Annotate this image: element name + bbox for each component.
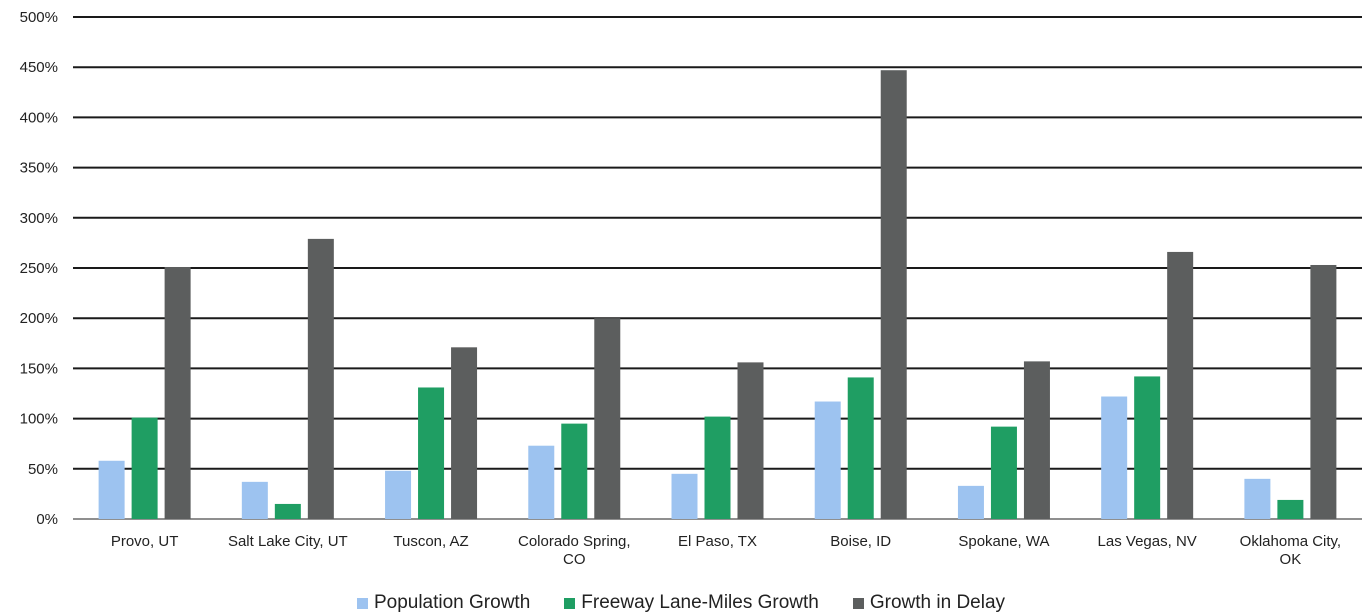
legend-label-population-growth: Population Growth	[373, 592, 531, 613]
bar-freeway-lane-miles-growth	[131, 417, 158, 519]
bar-population-growth	[528, 445, 555, 519]
bar-freeway-lane-miles-growth	[561, 423, 588, 519]
bar-population-growth	[814, 401, 841, 519]
y-tick-label: 50%	[28, 461, 58, 478]
x-category-label: El Paso, TX	[678, 533, 757, 550]
x-category-label: Oklahoma City, OK	[1240, 533, 1341, 568]
bar-freeway-lane-miles-growth	[1134, 376, 1161, 519]
bar-growth-in-delay	[307, 238, 334, 519]
bar-population-growth	[1244, 478, 1271, 519]
y-tick-label: 200%	[20, 310, 58, 327]
bar-growth-in-delay	[451, 347, 478, 519]
bar-growth-in-delay	[737, 362, 764, 519]
bar-population-growth	[241, 481, 268, 519]
y-tick-label: 150%	[20, 360, 58, 377]
bar-growth-in-delay	[594, 318, 621, 519]
x-category-label: Tuscon, AZ	[393, 533, 468, 550]
x-category-label: Spokane, WA	[958, 533, 1049, 550]
bar-freeway-lane-miles-growth	[274, 503, 301, 519]
bar-freeway-lane-miles-growth	[847, 377, 874, 519]
legend-swatch-freeway-lane-miles-growth	[564, 597, 576, 609]
legend-item-freeway-lane-miles-growth: Freeway Lane-Miles Growth	[564, 592, 819, 614]
bar-growth-in-delay	[164, 266, 191, 519]
bar-freeway-lane-miles-growth	[1277, 499, 1304, 519]
bar-population-growth	[671, 473, 698, 519]
bar-freeway-lane-miles-growth	[704, 416, 731, 519]
legend-item-growth-in-delay: Growth in Delay	[852, 592, 1006, 614]
y-tick-label: 100%	[20, 411, 58, 428]
bar-freeway-lane-miles-growth	[990, 426, 1017, 519]
bar-population-growth	[98, 460, 125, 519]
bars	[98, 70, 1337, 519]
y-tick-label: 500%	[20, 9, 58, 26]
bar-chart: 0% 50% 100% 150% 200% 250% 300% 350% 400% 450% 500…	[20, 9, 1362, 568]
legend-swatch-growth-in-delay	[852, 597, 864, 609]
bar-population-growth	[385, 470, 412, 519]
y-tick-label: 350%	[20, 160, 58, 177]
y-tick-label: 250%	[20, 260, 58, 277]
y-tick-label: 300%	[20, 210, 58, 227]
legend-label-growth-in-delay: Growth in Delay	[869, 592, 1006, 613]
x-category-label: Boise, ID	[830, 533, 891, 550]
bar-growth-in-delay	[1310, 264, 1337, 519]
x-category-label: Colorado Spring, CO	[518, 533, 631, 568]
bar-population-growth	[1101, 396, 1128, 519]
y-tick-label: 0%	[36, 511, 58, 528]
x-category-label: Provo, UT	[111, 533, 179, 550]
x-category-label: Salt Lake City, UT	[228, 533, 348, 550]
bar-freeway-lane-miles-growth	[418, 387, 445, 519]
x-axis-category-labels: Provo, UT Salt Lake City, UT Tuscon, AZ Col…	[111, 533, 1341, 568]
bar-growth-in-delay	[880, 70, 907, 519]
legend-item-population-growth: Population Growth	[356, 592, 531, 614]
bar-growth-in-delay	[1167, 251, 1194, 519]
legend: Population Growth Freeway Lane-Miles Gro…	[0, 590, 1362, 616]
y-tick-label: 450%	[20, 59, 58, 76]
gridlines	[73, 16, 1362, 520]
bar-population-growth	[957, 485, 984, 519]
x-category-label: Las Vegas, NV	[1098, 533, 1197, 550]
y-tick-label: 400%	[20, 109, 58, 126]
y-axis-tick-labels: 0% 50% 100% 150% 200% 250% 300% 350% 400% 450% 500…	[20, 9, 58, 528]
legend-label-freeway-lane-miles-growth: Freeway Lane-Miles Growth	[581, 592, 819, 613]
bar-growth-in-delay	[1023, 361, 1050, 519]
legend-swatch-population-growth	[356, 597, 368, 609]
